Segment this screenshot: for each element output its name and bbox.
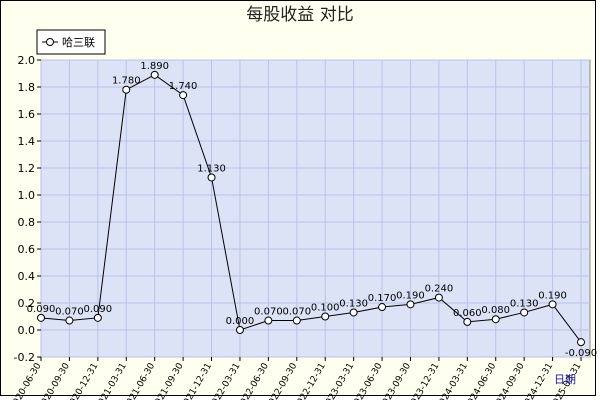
data-label: 0.100 <box>311 303 340 314</box>
data-label: 0.080 <box>481 305 510 316</box>
x-axis-label: 日期 <box>554 373 576 386</box>
y-tick-label: 0.8 <box>18 216 36 229</box>
data-label: 0.000 <box>226 316 255 327</box>
y-tick-label: 1.4 <box>18 135 36 148</box>
data-point-marker <box>65 316 74 325</box>
data-label: 0.190 <box>396 290 425 301</box>
data-point-marker <box>235 326 244 334</box>
data-label: 0.130 <box>510 298 539 309</box>
data-point-marker <box>349 308 358 317</box>
grid-lines <box>40 59 590 358</box>
data-point-marker <box>150 70 159 79</box>
data-label: 0.070 <box>254 307 283 318</box>
y-tick-label: 0.4 <box>18 270 36 283</box>
y-tick-label: 0.6 <box>18 243 36 256</box>
data-label: 0.070 <box>282 307 311 318</box>
data-point-marker <box>463 317 472 326</box>
data-label: 0.130 <box>339 298 368 309</box>
data-point-marker <box>548 300 557 309</box>
x-tick-label: 2020-06-30 <box>9 361 44 400</box>
data-point-marker <box>93 313 102 322</box>
data-label: 1.130 <box>197 163 226 174</box>
data-point-marker <box>179 91 188 100</box>
legend-marker-icon <box>46 38 54 46</box>
data-point-marker <box>406 300 415 309</box>
y-tick-label: 1.6 <box>18 108 36 121</box>
series-line-path <box>40 74 582 343</box>
data-label: 0.090 <box>27 304 56 315</box>
legend-series-name: 哈三联 <box>62 36 95 49</box>
chart-title: 每股收益 对比 <box>246 5 353 25</box>
data-label: 1.740 <box>169 81 198 92</box>
data-label: 0.170 <box>368 293 397 304</box>
data-point-marker <box>321 312 330 321</box>
data-label: 0.060 <box>453 308 482 319</box>
data-point-marker <box>37 313 45 322</box>
y-axis: 2.0 1.8 1.6 1.4 1.2 1.0 0.8 0.6 0.4 0.2 0.0 -0.2 <box>14 54 41 364</box>
data-point-marker <box>207 173 216 182</box>
data-label: 0.240 <box>425 284 454 295</box>
data-point-marker <box>577 338 585 347</box>
data-point-marker <box>264 316 273 325</box>
series-line <box>37 70 585 347</box>
y-tick-label: 1.8 <box>18 81 36 94</box>
data-label: 0.090 <box>84 304 113 315</box>
y-tick-label: 1.0 <box>18 189 36 202</box>
data-point-marker <box>520 308 529 317</box>
data-point-marker <box>378 303 387 312</box>
data-label: 0.190 <box>538 290 567 301</box>
data-labels: 0.090 0.070 0.0901.7801.8901.7401.1300.000… <box>27 61 597 359</box>
legend: 哈三联 <box>36 29 106 55</box>
y-tick-label: -0.2 <box>14 351 35 364</box>
y-tick-label: 0.2 <box>18 297 36 310</box>
data-label: 0.070 <box>55 307 84 318</box>
data-label: -0.090 <box>565 348 597 359</box>
data-point-marker <box>122 85 131 94</box>
data-label: 1.780 <box>112 76 141 87</box>
plot-area <box>40 59 591 358</box>
y-tick-label: 2.0 <box>18 54 36 67</box>
data-point-marker <box>491 315 500 324</box>
data-label: 1.890 <box>140 61 169 72</box>
data-point-marker <box>292 316 301 325</box>
y-tick-label: 0.0 <box>18 324 36 337</box>
x-axis: 2020-06-302020-09-302020-12-312021-03-31… <box>9 357 584 400</box>
data-point-marker <box>434 293 443 302</box>
y-tick-label: 1.2 <box>18 162 36 175</box>
